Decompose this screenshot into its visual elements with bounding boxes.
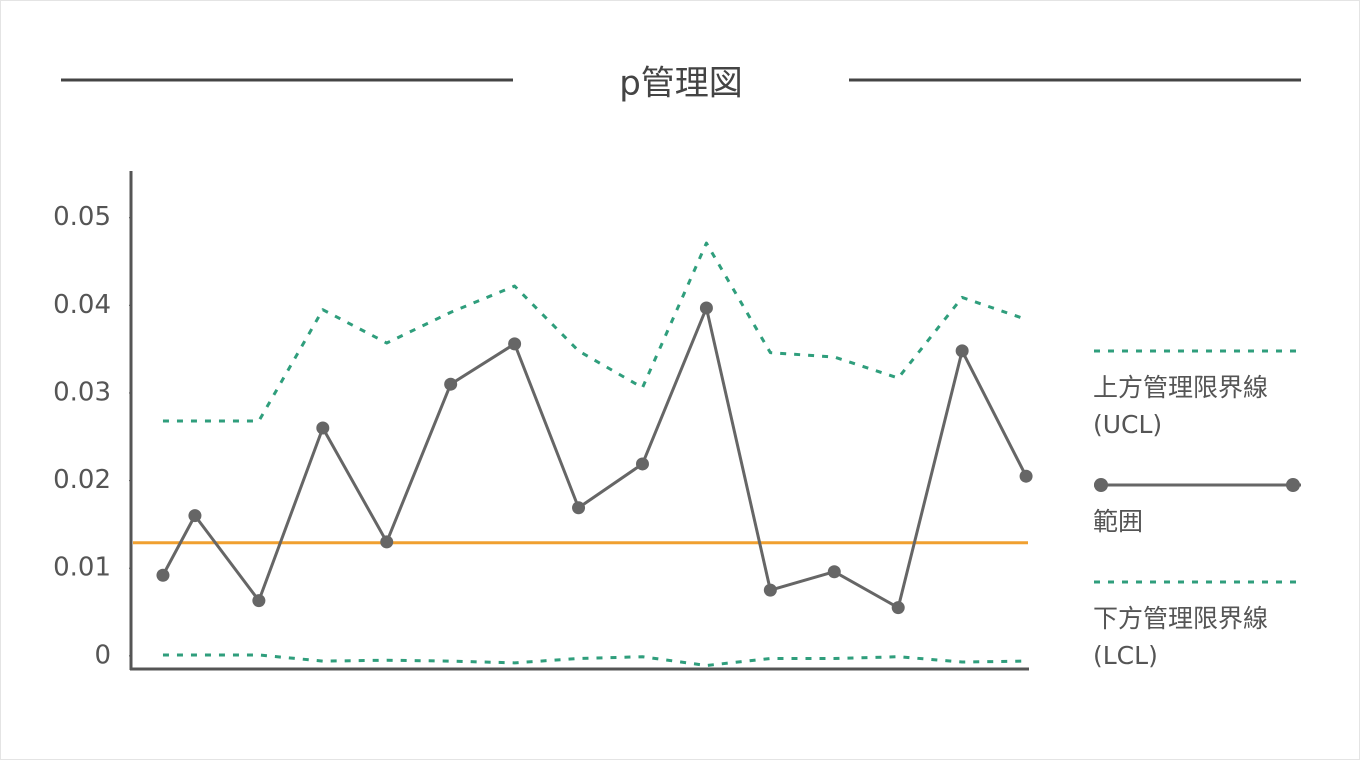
point	[1019, 469, 1033, 483]
point	[444, 377, 458, 391]
y-tick-label: 0.01	[53, 553, 111, 583]
legend-point	[1286, 478, 1300, 492]
y-tick-label: 0.02	[53, 465, 111, 495]
point	[891, 601, 905, 615]
point	[316, 421, 330, 435]
y-tick-label: 0	[94, 640, 111, 670]
point	[156, 568, 170, 582]
point	[699, 301, 713, 315]
y-tick-label: 0.03	[53, 377, 111, 407]
legend-point	[1094, 478, 1108, 492]
point	[572, 501, 586, 515]
point	[188, 509, 202, 523]
point	[252, 594, 266, 608]
series-line	[161, 306, 1028, 610]
legend-label: 下方管理限界線 (LCL)	[1093, 604, 1269, 670]
point	[827, 565, 841, 579]
point	[508, 337, 522, 351]
series-line	[162, 241, 1027, 423]
point	[763, 583, 777, 597]
y-tick-label: 0.04	[53, 290, 111, 320]
chart-title: p管理図	[619, 64, 743, 104]
legend-label: 上方管理限界線 (UCL)	[1093, 373, 1269, 439]
point	[635, 457, 649, 471]
point	[955, 344, 969, 358]
point	[380, 535, 394, 549]
series-line	[162, 653, 1027, 667]
y-tick-label: 0.05	[53, 202, 111, 232]
legend-label: 範囲	[1093, 507, 1144, 536]
